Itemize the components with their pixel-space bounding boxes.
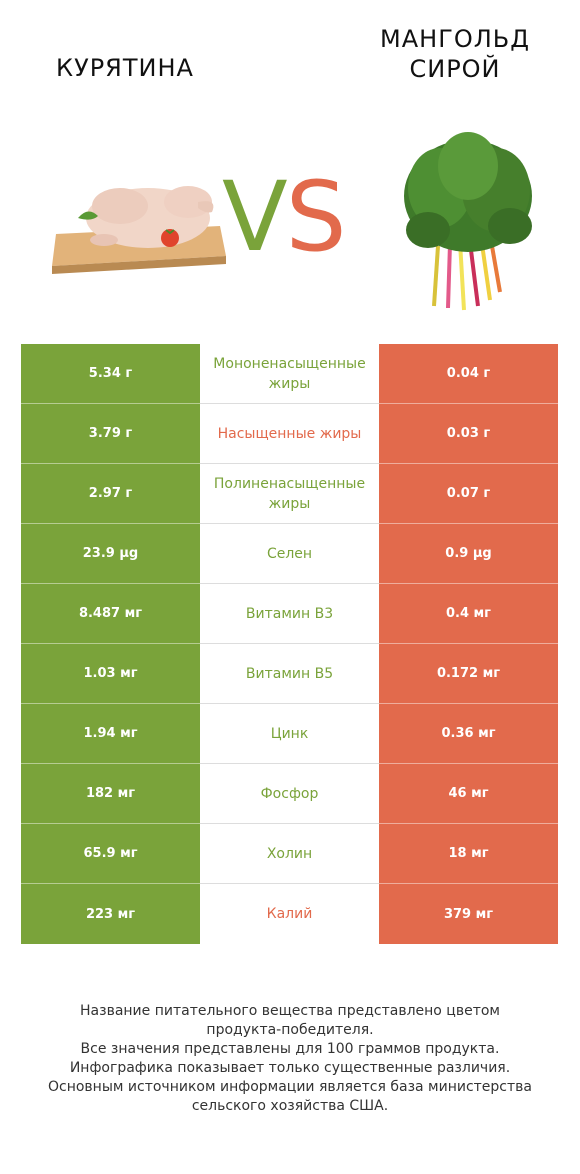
nutrient-row: 223 мг Калий 379 мг [21,884,558,944]
nutrient-row: 2.97 г Полиненасыщенные жиры 0.07 г [21,464,558,524]
left-value: 5.34 г [21,344,200,404]
nutrient-name: Калий [266,906,313,922]
footer-line: Все значения представлены для 100 граммо… [80,1041,500,1057]
vs-label: VS [222,161,347,273]
right-value: 0.4 мг [379,584,558,644]
nutrient-row: 1.94 мг Цинк 0.36 мг [21,704,558,764]
left-value: 23.9 µg [21,524,200,584]
left-value: 182 мг [21,764,200,824]
right-product-title: МАНГОЛЬД СИРОЙ [380,25,530,83]
nutrient-name: Селен [200,524,379,584]
nutrient-row: 182 мг Фосфор 46 мг [21,764,558,824]
left-value: 3.79 г [21,404,200,464]
footer-line: Основным источником информации является … [48,1079,532,1095]
right-value: 379 мг [379,884,558,944]
right-value: 0.172 мг [379,644,558,704]
right-value: 0.04 г [379,344,558,404]
footer-line: сельского хозяйства США. [191,1098,389,1114]
vs-v: V [222,161,288,273]
right-value: 0.36 мг [379,704,558,764]
nutrient-name: Полиненасыщенные жиры [200,464,379,524]
left-value: 8.487 мг [21,584,200,644]
left-value: 2.97 г [21,464,200,524]
right-value: 0.9 µg [379,524,558,584]
nutrient-name: Мононенасыщенные жиры [200,344,379,404]
nutrient-name: Фосфор [200,764,379,824]
nutrient-name: Витамин B5 [200,644,379,704]
footer-line: Инфографика показывает только существенн… [69,1060,511,1076]
footer-notes: Название питательного вещества представл… [20,1002,560,1116]
nutrient-name: Цинк [200,704,379,764]
nutrient-name: Холин [200,824,379,884]
nutrient-row: 3.79 г Насыщенные жиры 0.03 г [21,404,558,464]
footer-line: Название питательного вещества представл… [80,1003,500,1019]
nutrient-name: Витамин B3 [200,584,379,644]
right-value: 0.07 г [379,464,558,524]
right-value: 18 мг [379,824,558,884]
chicken-image [52,186,226,274]
right-value: 46 мг [379,764,558,824]
left-value: 65.9 мг [21,824,200,884]
footer-line: продукта-победителя. [206,1022,374,1038]
nutrient-row: 8.487 мг Витамин B3 0.4 мг [21,584,558,644]
nutrient-row: 23.9 µg Селен 0.9 µg [21,524,558,584]
left-value: 1.03 мг [21,644,200,704]
left-value: 1.94 мг [21,704,200,764]
right-value: 0.03 г [379,404,558,464]
nutrient-row: 5.34 г Мононенасыщенные жиры 0.04 г [21,344,558,404]
left-product-title: КУРЯТИНА [56,54,194,82]
vs-s: S [285,161,347,273]
chard-image [404,132,532,311]
nutrient-row: 65.9 мг Холин 18 мг [21,824,558,884]
nutrient-name: Насыщенные жиры [200,404,379,464]
left-value: 223 мг [21,884,200,944]
nutrient-row: 1.03 мг Витамин B5 0.172 мг [21,644,558,704]
